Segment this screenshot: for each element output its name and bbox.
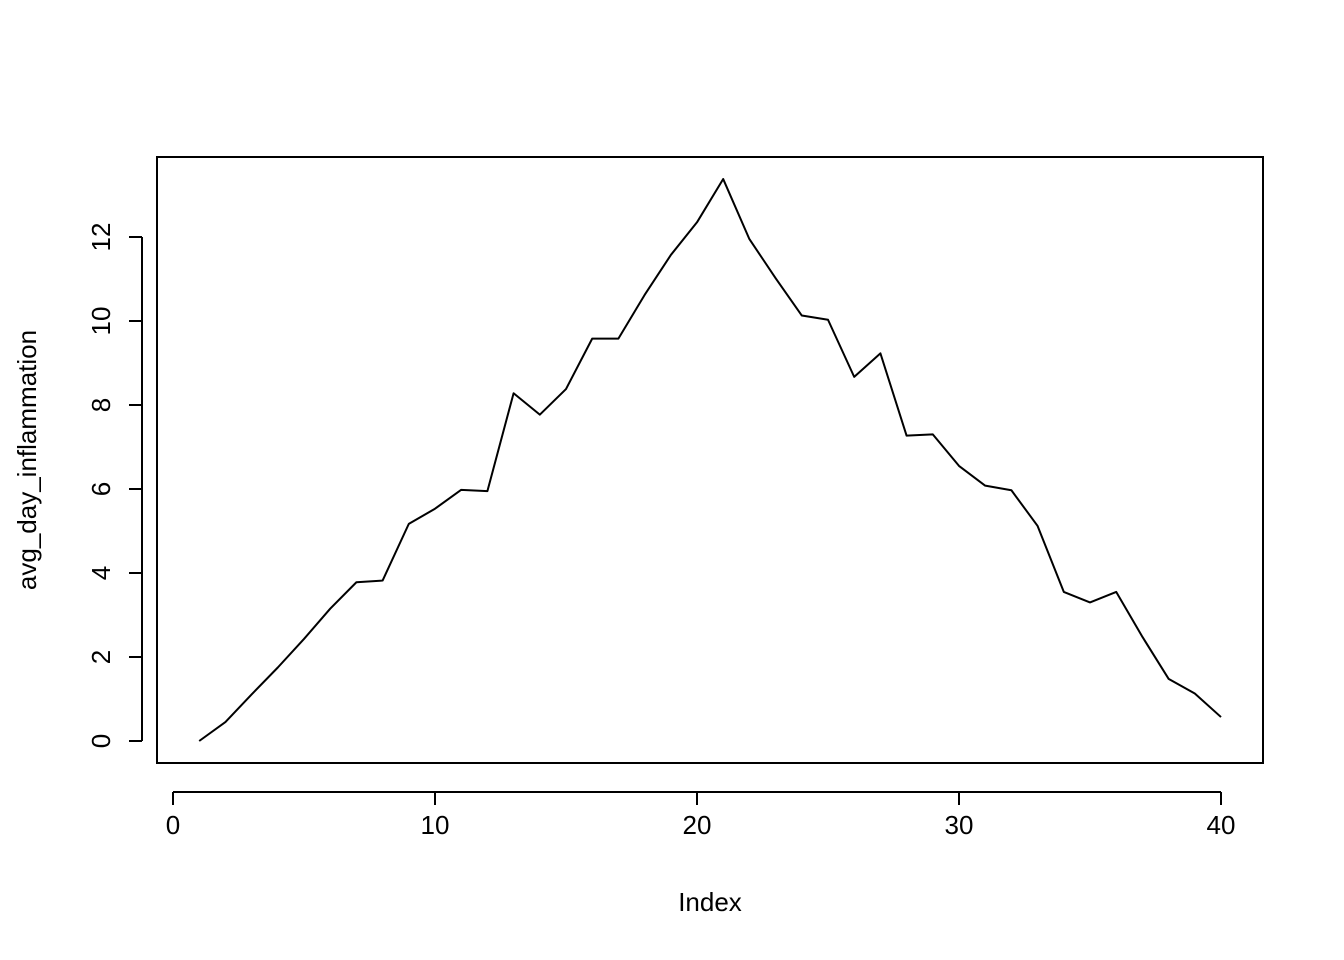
y-tick-label: 8 bbox=[86, 398, 116, 412]
y-tick-label: 2 bbox=[86, 650, 116, 664]
y-axis: 0 2 4 6 8 10 12 bbox=[86, 223, 143, 748]
y-tick-label: 0 bbox=[86, 734, 116, 748]
y-tick-label: 4 bbox=[86, 566, 116, 580]
x-axis-title: Index bbox=[678, 887, 742, 917]
plot-frame bbox=[156, 156, 1264, 764]
x-tick-label: 40 bbox=[1207, 810, 1236, 840]
x-axis: 0 10 20 30 40 bbox=[166, 791, 1236, 840]
series-line bbox=[198, 178, 1222, 742]
y-axis-title: avg_day_inflammation bbox=[12, 330, 42, 590]
x-tick-label: 30 bbox=[945, 810, 974, 840]
x-tick-label: 0 bbox=[166, 810, 180, 840]
y-tick-label: 6 bbox=[86, 482, 116, 496]
y-tick-label: 10 bbox=[86, 307, 116, 336]
x-tick-label: 10 bbox=[421, 810, 450, 840]
y-tick-label: 12 bbox=[86, 223, 116, 252]
x-tick-label: 20 bbox=[683, 810, 712, 840]
plot-area bbox=[198, 178, 1222, 742]
